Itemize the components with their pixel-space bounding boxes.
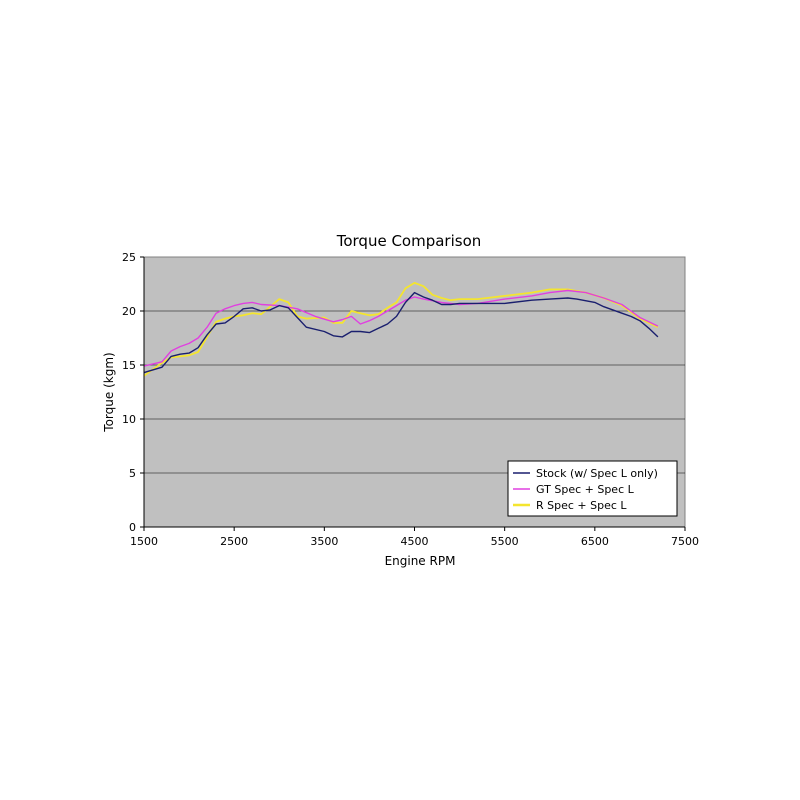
y-tick-label: 5 (129, 467, 136, 480)
series-lines (143, 281, 659, 377)
legend: Stock (w/ Spec L only) GT Spec + Spec L R … (507, 460, 678, 517)
y-tick-label: 20 (122, 305, 136, 318)
legend-label: GT Spec + Spec L (536, 483, 635, 496)
x-tick-label: 5500 (491, 535, 519, 548)
y-axis-label: Torque (kgm) (102, 352, 116, 432)
y-tick-label: 15 (122, 359, 136, 372)
x-axis-label: Engine RPM (385, 554, 456, 568)
x-tick-label: 7500 (671, 535, 699, 548)
x-tick-label: 2500 (220, 535, 248, 548)
y-tick-label: 25 (122, 251, 136, 264)
legend-label: Stock (w/ Spec L only) (536, 467, 658, 480)
x-tick-label: 3500 (310, 535, 338, 548)
y-axis-ticks: 0 5 10 15 20 25 (122, 251, 144, 534)
y-tick-label: 0 (129, 521, 136, 534)
x-tick-label: 6500 (581, 535, 609, 548)
series-line-2 (143, 289, 659, 367)
series-line-3 (143, 281, 659, 377)
x-tick-label: 1500 (130, 535, 158, 548)
x-tick-label: 4500 (401, 535, 429, 548)
legend-label: R Spec + Spec L (536, 499, 627, 512)
series-line-1 (143, 291, 659, 374)
legend-box (507, 460, 678, 517)
y-tick-label: 10 (122, 413, 136, 426)
chart-title: Torque Comparison (336, 232, 482, 250)
x-axis-ticks: 1500 2500 3500 4500 5500 6500 7500 (130, 527, 699, 548)
